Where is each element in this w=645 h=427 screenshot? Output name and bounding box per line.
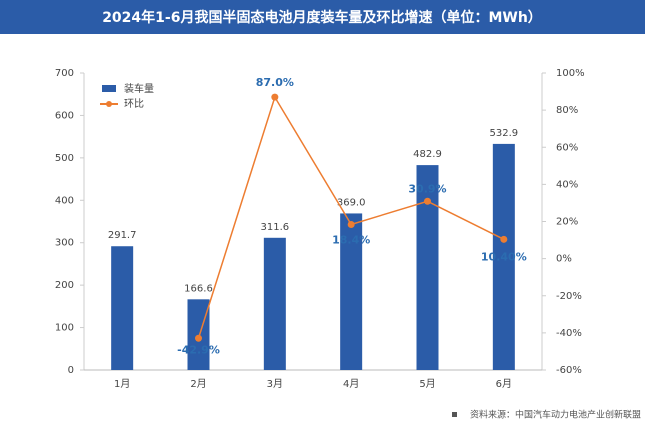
- y-tick-label: 700: [55, 68, 74, 79]
- y2-tick-label: 100%: [556, 68, 585, 79]
- y2-tick-label: 60%: [556, 142, 578, 153]
- line-value-label: -42.9%: [177, 343, 220, 356]
- y2-tick-label: 0%: [556, 254, 572, 265]
- bar-value-label: 482.9: [413, 149, 442, 160]
- line-value-label: 87.0%: [256, 76, 294, 89]
- y-tick-label: 200: [55, 280, 74, 291]
- x-tick-label: 5月: [419, 378, 435, 390]
- bar: [263, 237, 286, 370]
- y-tick-label: 0: [68, 365, 74, 376]
- x-tick-label: 2月: [190, 378, 206, 390]
- source: 资料来源：中国汽车动力电池产业创新联盟: [470, 409, 641, 421]
- x-tick-label: 3月: [267, 378, 283, 390]
- y-tick-label: 300: [55, 238, 74, 249]
- y2-tick-label: -40%: [556, 328, 582, 339]
- bar-value-label: 291.7: [108, 230, 137, 241]
- bar-value-label: 311.6: [261, 222, 290, 233]
- bar-value-label: 532.9: [490, 128, 519, 139]
- chart-title: 2024年1-6月我国半固态电池月度装车量及环比增速（单位：MWh）: [102, 9, 542, 26]
- y-tick-label: 500: [55, 153, 74, 164]
- legend-label: 装车量: [124, 82, 154, 95]
- legend-marker: [106, 101, 112, 107]
- title-bar: [0, 0, 645, 34]
- x-tick-label: 1月: [114, 378, 130, 390]
- bar: [340, 213, 363, 370]
- y-tick-label: 400: [55, 195, 74, 206]
- y2-tick-label: 20%: [556, 217, 578, 228]
- line-value-label: 18.4%: [332, 233, 370, 246]
- line-value-label: 10.40%: [481, 250, 527, 263]
- y2-tick-label: -20%: [556, 291, 582, 302]
- line-value-label: 30.9%: [408, 182, 446, 195]
- source-marker: [452, 412, 457, 417]
- y-tick-label: 100: [55, 323, 74, 334]
- line-marker: [424, 197, 431, 205]
- x-tick-label: 4月: [343, 378, 359, 390]
- bar-value-label: 369.0: [337, 197, 366, 208]
- line-marker: [347, 220, 355, 228]
- y2-tick-label: -60%: [556, 365, 582, 376]
- x-tick-label: 6月: [496, 378, 512, 390]
- line-marker: [271, 93, 279, 101]
- line-marker: [195, 334, 202, 342]
- legend-swatch: [102, 85, 116, 92]
- bar: [111, 246, 134, 370]
- y2-tick-label: 40%: [556, 179, 578, 190]
- line-marker: [500, 235, 508, 243]
- bar: [416, 165, 439, 370]
- y-tick-label: 600: [55, 110, 74, 121]
- bar-value-label: 166.6: [184, 283, 213, 294]
- bar: [187, 299, 210, 370]
- bar: [492, 143, 515, 370]
- y2-tick-label: 80%: [556, 105, 578, 116]
- legend-label: 环比: [124, 98, 144, 110]
